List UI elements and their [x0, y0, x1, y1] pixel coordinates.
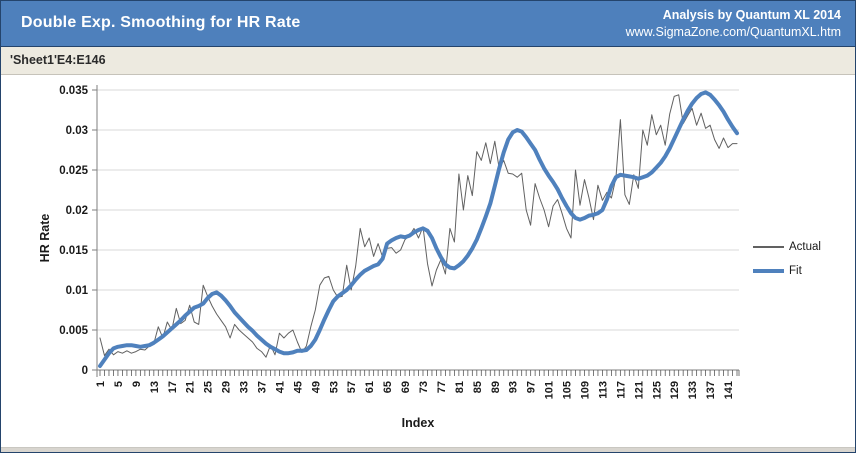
x-tick-label: 89 [490, 381, 502, 393]
y-tick-label: 0.03 [66, 125, 88, 137]
legend-label-fit: Fit [789, 265, 802, 277]
x-tick-label: 73 [418, 381, 430, 393]
x-tick-label: 65 [382, 381, 394, 393]
x-tick-label: 13 [149, 381, 161, 393]
legend-item-actual: Actual [753, 235, 821, 259]
x-tick-label: 41 [274, 381, 286, 393]
x-tick-label: 81 [454, 381, 466, 393]
x-tick-label: 49 [310, 381, 322, 393]
header-bar: Double Exp. Smoothing for HR Rate Analys… [1, 1, 855, 47]
header-right-block: Analysis by Quantum XL 2014 www.SigmaZon… [626, 7, 841, 41]
x-tick-label: 29 [221, 381, 233, 393]
x-tick-label: 61 [364, 381, 376, 393]
x-tick-label: 5 [113, 381, 125, 387]
legend-label-actual: Actual [789, 241, 821, 253]
actual-line-swatch [753, 246, 784, 248]
data-range-label: 'Sheet1'E4:E146 [10, 53, 106, 67]
x-tick-label: 57 [346, 381, 358, 393]
x-tick-label: 25 [203, 381, 215, 393]
x-tick-label: 113 [597, 381, 609, 399]
x-tick-label: 137 [705, 381, 717, 399]
x-tick-label: 77 [436, 381, 448, 393]
x-tick-label: 105 [562, 381, 574, 399]
analysis-credit: Analysis by Quantum XL 2014 [662, 8, 841, 22]
y-tick-label: 0 [82, 365, 88, 377]
x-tick-label: 121 [633, 381, 645, 399]
chart-area: 0 0.005 0.01 0.015 0.02 0.025 0.03 0.035 1 5 9 13 17… [1, 75, 855, 447]
x-tick-label: 101 [544, 381, 556, 399]
x-tick-label: 125 [651, 381, 663, 399]
website-link[interactable]: www.SigmaZone.com/QuantumXL.htm [625, 25, 841, 39]
x-tick-label: 37 [256, 381, 268, 393]
fit-line [98, 90, 739, 368]
y-tick-label: 0.005 [59, 325, 88, 337]
subtitle-bar: 'Sheet1'E4:E146 [1, 47, 855, 75]
x-tick-label: 141 [723, 381, 735, 399]
y-tick-label: 0.035 [59, 85, 88, 97]
x-tick-label: 33 [239, 381, 251, 393]
x-tick-label: 85 [472, 381, 484, 393]
x-tick-label: 45 [292, 381, 304, 393]
y-axis-title: HR Rate [38, 214, 52, 263]
legend-item-fit: Fit [753, 259, 821, 283]
x-tick-label: 69 [400, 381, 412, 393]
y-tick-label: 0.025 [59, 165, 88, 177]
x-tick-label: 109 [579, 381, 591, 399]
chart-svg: 0 0.005 0.01 0.015 0.02 0.025 0.03 0.035 1 5 9 13 17… [38, 85, 740, 430]
x-tick-label: 133 [687, 381, 699, 399]
x-tick-label: 93 [508, 381, 520, 393]
x-tick-label: 17 [167, 381, 179, 393]
bottom-strip [1, 447, 855, 452]
y-tick-label: 0.01 [66, 285, 89, 297]
y-tick-label: 0.02 [66, 205, 88, 217]
x-tick-label: 97 [526, 381, 538, 393]
page-title: Double Exp. Smoothing for HR Rate [21, 14, 301, 31]
x-tick-label: 1 [95, 381, 107, 387]
chart-legend: Actual Fit [753, 235, 821, 283]
x-tick-label: 53 [328, 381, 340, 393]
x-tick-label: 117 [615, 381, 627, 399]
fit-line-swatch [753, 269, 784, 273]
x-axis-title: Index [402, 416, 435, 430]
x-tick-label: 129 [669, 381, 681, 399]
y-tick-label: 0.015 [59, 245, 88, 257]
x-tick-label: 9 [131, 381, 143, 387]
actual-line [99, 94, 738, 358]
x-tick-label: 21 [185, 381, 197, 393]
